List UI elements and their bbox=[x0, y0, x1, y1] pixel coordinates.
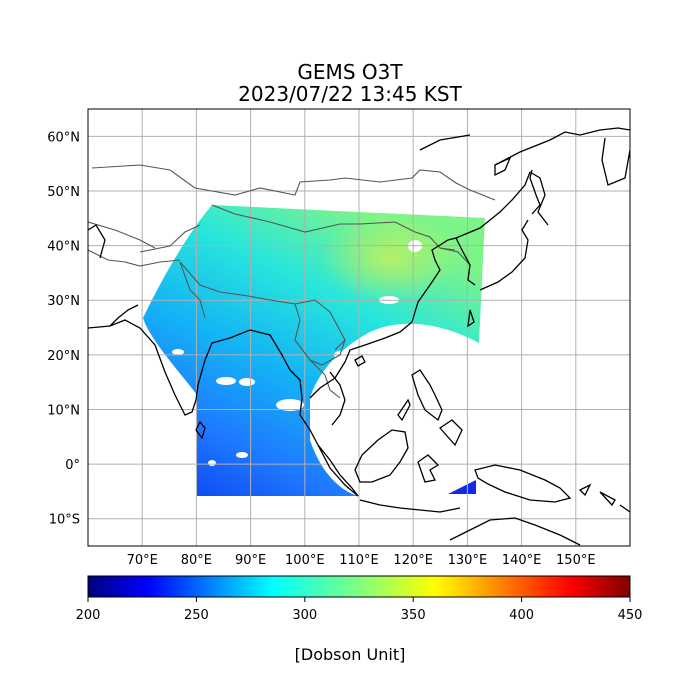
longitude-tick-labels: 70°E 80°E 90°E 100°E 110°E 120°E 130°E 140°E 150… bbox=[127, 553, 596, 568]
colorbar-tick-label: 400 bbox=[509, 608, 534, 623]
latitude-tick-label: 30°N bbox=[47, 294, 80, 309]
colorbar-unit-label: [Dobson Unit] bbox=[294, 645, 406, 664]
latitude-tick-label: 50°N bbox=[47, 185, 80, 200]
colorbar-tick-label: 300 bbox=[292, 608, 317, 623]
cloud-gap bbox=[208, 460, 216, 466]
map-axes-frame bbox=[87, 108, 631, 547]
colorbar-tick-label: 250 bbox=[184, 608, 209, 623]
longitude-tick-label: 130°E bbox=[448, 553, 488, 568]
latitude-tick-label: 40°N bbox=[47, 240, 80, 255]
country-borders bbox=[88, 164, 496, 399]
latitude-tick-labels: 60°N 50°N 40°N 30°N 20°N 10°N 0° 10°S bbox=[47, 130, 80, 527]
cloud-gap bbox=[172, 349, 184, 355]
ozone-high-region bbox=[320, 213, 460, 303]
latitude-tick-label: 20°N bbox=[47, 349, 80, 364]
latitude-tick-label: 0° bbox=[65, 458, 80, 473]
cloud-gap bbox=[239, 378, 255, 386]
figure-title: GEMS O3T bbox=[297, 60, 403, 84]
longitude-tick-label: 120°E bbox=[393, 553, 433, 568]
latitude-tick-label: 10°S bbox=[49, 513, 80, 528]
latitude-tick-label: 60°N bbox=[47, 130, 80, 145]
coastlines bbox=[88, 127, 630, 546]
colorbar-tick-label: 200 bbox=[76, 608, 101, 623]
longitude-tick-label: 140°E bbox=[502, 553, 542, 568]
cloud-gap bbox=[276, 399, 304, 411]
longitude-tick-label: 110°E bbox=[339, 553, 379, 568]
longitude-tick-label: 70°E bbox=[127, 553, 158, 568]
cloud-gap bbox=[216, 377, 236, 385]
longitude-tick-label: 150°E bbox=[556, 553, 596, 568]
latitude-tick-label: 10°N bbox=[47, 403, 80, 418]
ozone-swath-southeast bbox=[448, 480, 476, 494]
colorbar-tick-label: 450 bbox=[618, 608, 643, 623]
colorbar-tick-label: 350 bbox=[401, 608, 426, 623]
longitude-tick-label: 100°E bbox=[285, 553, 325, 568]
colorbar bbox=[87, 575, 631, 598]
figure-subtitle-timestamp: 2023/07/22 13:45 KST bbox=[238, 82, 462, 106]
colorbar-ticks: 200 250 300 350 400 450 bbox=[76, 597, 643, 623]
longitude-tick-label: 90°E bbox=[235, 553, 266, 568]
cloud-gap bbox=[236, 452, 248, 458]
longitude-tick-label: 80°E bbox=[181, 553, 212, 568]
